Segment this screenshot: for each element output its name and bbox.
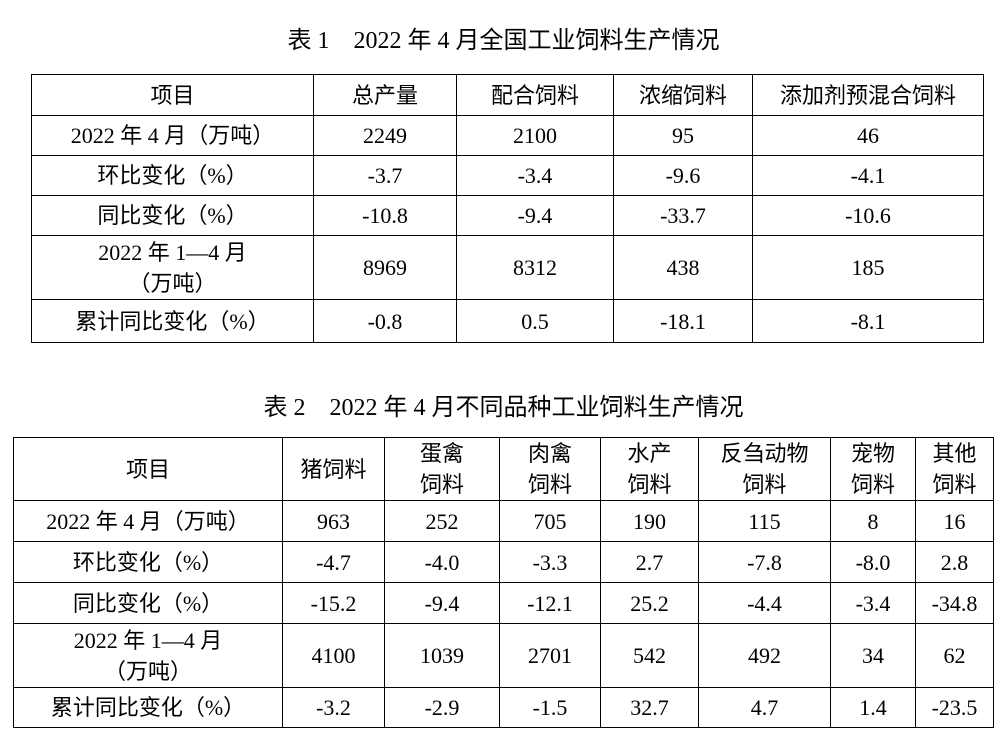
value-cell: -3.3 — [499, 541, 601, 583]
row-label-cell: 累计同比变化（%） — [31, 299, 314, 343]
table-row: 2022 年 1—4 月 （万吨） 8969 8312 438 185 — [31, 235, 984, 300]
table-row: 2022 年 1—4 月 （万吨） 4100 1039 2701 542 492 34 62 — [13, 623, 994, 688]
value-cell: -18.1 — [613, 299, 753, 343]
column-header-cell: 蛋禽 饲料 — [384, 437, 500, 501]
value-cell: -3.2 — [282, 687, 385, 728]
column-header-cell: 肉禽 饲料 — [499, 437, 601, 501]
value-cell: -2.9 — [384, 687, 500, 728]
table1-body: 2022 年 4 月（万吨） 2249 2100 95 46 环比变化（%） -3.7 -3.… — [31, 115, 984, 343]
value-cell: 2100 — [456, 115, 614, 156]
value-cell: 492 — [698, 623, 831, 688]
row-label-cell: 2022 年 1—4 月 （万吨） — [31, 235, 314, 300]
column-header-cell: 其他 饲料 — [915, 437, 994, 501]
value-cell: 8312 — [456, 235, 614, 300]
row-label-cell: 累计同比变化（%） — [13, 687, 283, 728]
value-cell: -3.4 — [830, 582, 916, 624]
value-cell: 32.7 — [600, 687, 699, 728]
value-cell: -8.1 — [752, 299, 984, 343]
value-cell: 62 — [915, 623, 994, 688]
value-cell: -4.7 — [282, 541, 385, 583]
value-cell: 185 — [752, 235, 984, 300]
column-header-cell: 项目 — [13, 437, 283, 501]
value-cell: 2701 — [499, 623, 601, 688]
value-cell: -23.5 — [915, 687, 994, 728]
row-label-cell: 2022 年 4 月（万吨） — [13, 500, 283, 542]
value-cell: 0.5 — [456, 299, 614, 343]
value-cell: 542 — [600, 623, 699, 688]
table2-title: 表 2 2022 年 4 月不同品种工业饲料生产情况 — [263, 395, 744, 421]
value-cell: -0.8 — [313, 299, 457, 343]
value-cell: -7.8 — [698, 541, 831, 583]
value-cell: -34.8 — [915, 582, 994, 624]
value-cell: -15.2 — [282, 582, 385, 624]
value-cell: 2.8 — [915, 541, 994, 583]
column-header-cell: 添加剂预混合饲料 — [752, 74, 984, 116]
table-row: 2022 年 4 月（万吨） 2249 2100 95 46 — [31, 115, 984, 156]
row-label-cell: 同比变化（%） — [13, 582, 283, 624]
value-cell: 95 — [613, 115, 753, 156]
column-header-cell: 项目 — [31, 74, 314, 116]
row-label-cell: 环比变化（%） — [13, 541, 283, 583]
value-cell: 115 — [698, 500, 831, 542]
table-row: 累计同比变化（%） -0.8 0.5 -18.1 -8.1 — [31, 299, 984, 343]
column-header-cell: 配合饲料 — [456, 74, 614, 116]
table-row: 累计同比变化（%） -3.2 -2.9 -1.5 32.7 4.7 1.4 -23.5 — [13, 687, 994, 728]
table2-header: 项目 猪饲料 蛋禽 饲料 肉禽 饲料 水产 饲料 反刍动物 饲料 宠物 饲料 其他 饲料 — [13, 437, 994, 501]
value-cell: -4.4 — [698, 582, 831, 624]
value-cell: -8.0 — [830, 541, 916, 583]
value-cell: 252 — [384, 500, 500, 542]
value-cell: 16 — [915, 500, 994, 542]
table-row: 同比变化（%） -10.8 -9.4 -33.7 -10.6 — [31, 195, 984, 236]
value-cell: -1.5 — [499, 687, 601, 728]
column-header-cell: 总产量 — [313, 74, 457, 116]
value-cell: 8 — [830, 500, 916, 542]
value-cell: 705 — [499, 500, 601, 542]
row-label-cell: 环比变化（%） — [31, 155, 314, 196]
value-cell: 1039 — [384, 623, 500, 688]
value-cell: -4.0 — [384, 541, 500, 583]
row-label-cell: 同比变化（%） — [31, 195, 314, 236]
value-cell: -12.1 — [499, 582, 601, 624]
table1-title: 表 1 2022 年 4 月全国工业饲料生产情况 — [287, 28, 720, 54]
table-row: 2022 年 4 月（万吨） 963 252 705 190 115 8 16 — [13, 500, 994, 542]
header-row: 项目 猪饲料 蛋禽 饲料 肉禽 饲料 水产 饲料 反刍动物 饲料 宠物 饲料 其他 饲料 — [13, 437, 994, 501]
value-cell: 190 — [600, 500, 699, 542]
value-cell: -9.4 — [456, 195, 614, 236]
column-header-cell: 宠物 饲料 — [830, 437, 916, 501]
row-label-cell: 2022 年 4 月（万吨） — [31, 115, 314, 156]
table1-header: 项目 总产量 配合饲料 浓缩饲料 添加剂预混合饲料 — [31, 74, 984, 116]
table-1-national-feed-production: 项目 总产量 配合饲料 浓缩饲料 添加剂预混合饲料 2022 年 4 月（万吨） 2249… — [31, 74, 984, 343]
column-header-cell: 猪饲料 — [282, 437, 385, 501]
value-cell: 8969 — [313, 235, 457, 300]
value-cell: -9.4 — [384, 582, 500, 624]
value-cell: 34 — [830, 623, 916, 688]
value-cell: -3.7 — [313, 155, 457, 196]
table-2-feed-production-by-variety: 项目 猪饲料 蛋禽 饲料 肉禽 饲料 水产 饲料 反刍动物 饲料 宠物 饲料 其他 饲料 20… — [13, 437, 994, 728]
value-cell: -10.6 — [752, 195, 984, 236]
value-cell: -3.4 — [456, 155, 614, 196]
value-cell: -10.8 — [313, 195, 457, 236]
table2-body: 2022 年 4 月（万吨） 963 252 705 190 115 8 16 环比变化（%） -… — [13, 500, 994, 728]
value-cell: -9.6 — [613, 155, 753, 196]
column-header-cell: 反刍动物 饲料 — [698, 437, 831, 501]
table-row: 环比变化（%） -3.7 -3.4 -9.6 -4.1 — [31, 155, 984, 196]
value-cell: 2249 — [313, 115, 457, 156]
row-label-cell: 2022 年 1—4 月 （万吨） — [13, 623, 283, 688]
column-header-cell: 水产 饲料 — [600, 437, 699, 501]
value-cell: 963 — [282, 500, 385, 542]
column-header-cell: 浓缩饲料 — [613, 74, 753, 116]
value-cell: 438 — [613, 235, 753, 300]
value-cell: 4.7 — [698, 687, 831, 728]
table-row: 环比变化（%） -4.7 -4.0 -3.3 2.7 -7.8 -8.0 2.8 — [13, 541, 994, 583]
value-cell: -4.1 — [752, 155, 984, 196]
value-cell: -33.7 — [613, 195, 753, 236]
value-cell: 4100 — [282, 623, 385, 688]
value-cell: 2.7 — [600, 541, 699, 583]
table-row: 同比变化（%） -15.2 -9.4 -12.1 25.2 -4.4 -3.4 -34.8 — [13, 582, 994, 624]
header-row: 项目 总产量 配合饲料 浓缩饲料 添加剂预混合饲料 — [31, 74, 984, 116]
value-cell: 25.2 — [600, 582, 699, 624]
value-cell: 46 — [752, 115, 984, 156]
value-cell: 1.4 — [830, 687, 916, 728]
